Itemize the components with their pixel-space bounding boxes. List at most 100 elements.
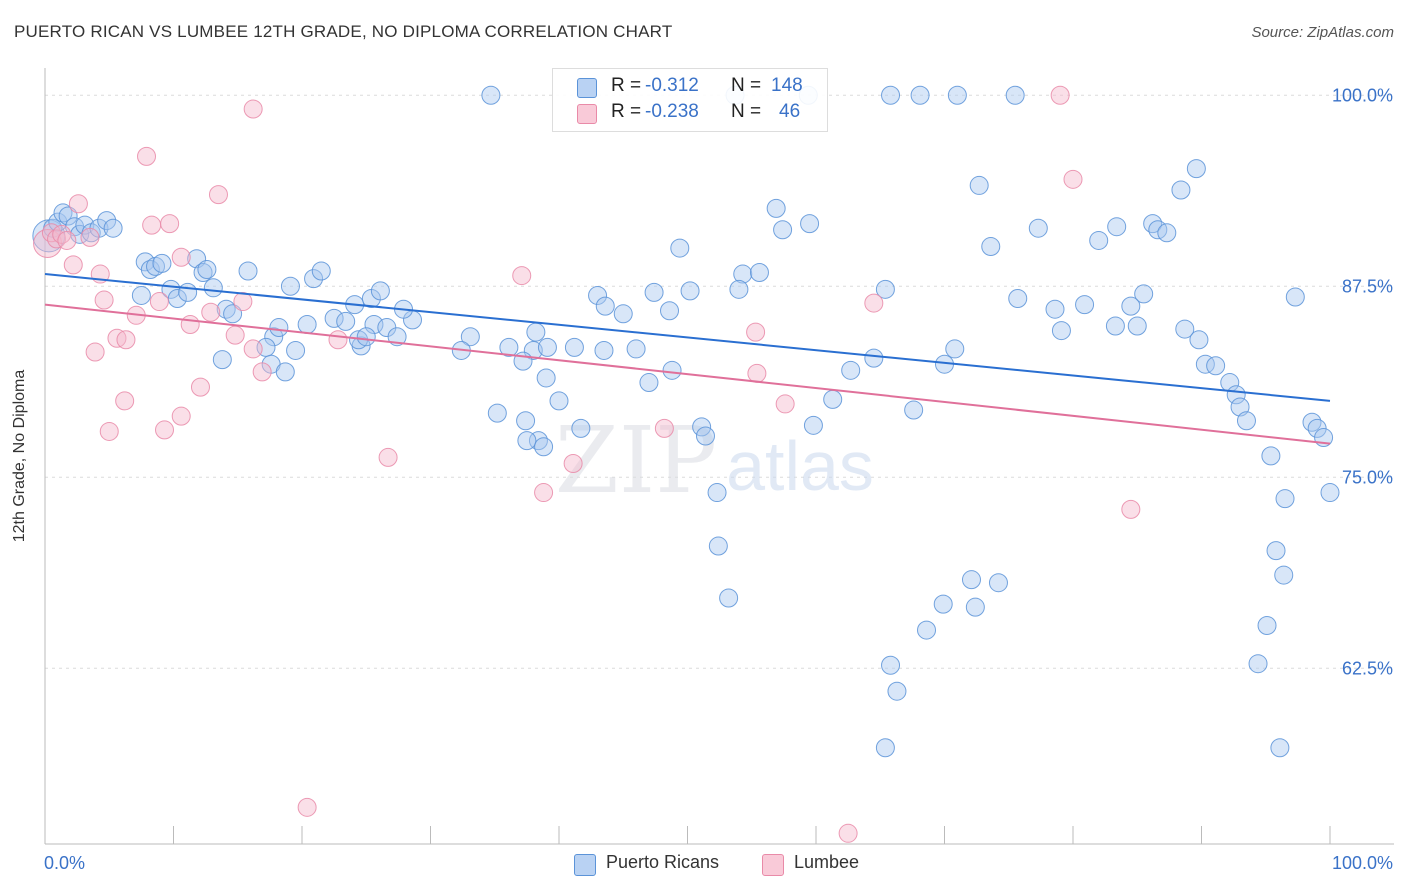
point-puerto-ricans-53: [523, 340, 543, 360]
point-puerto-ricans-86: [766, 198, 786, 218]
point-lumbee-7: [80, 227, 100, 247]
axes: [44, 68, 1394, 845]
point-puerto-ricans-85: [749, 263, 769, 283]
legend-swatch-puerto-ricans: [574, 854, 596, 876]
point-lumbee-32: [328, 330, 348, 350]
point-puerto-ricans-133: [1257, 615, 1277, 635]
point-puerto-ricans-112: [1089, 230, 1109, 250]
point-puerto-ricans-70: [644, 282, 664, 302]
point-puerto-ricans-90: [823, 389, 843, 409]
point-puerto-ricans-23: [203, 278, 223, 298]
point-puerto-ricans-4: [58, 206, 78, 226]
n-value: 148: [771, 75, 803, 96]
point-lumbee-41: [864, 293, 884, 313]
point-puerto-ricans-56: [526, 322, 546, 342]
legend-label-lumbee: Lumbee: [794, 852, 860, 872]
point-lumbee-23: [233, 292, 253, 312]
point-puerto-ricans-74: [639, 373, 659, 393]
r-value: -0.312: [645, 75, 699, 96]
point-lumbee-6: [68, 194, 88, 214]
point-puerto-ricans-97: [965, 597, 985, 617]
point-puerto-ricans-38: [324, 308, 344, 328]
point-puerto-ricans-47: [356, 327, 376, 347]
point-puerto-ricans-89: [841, 360, 861, 380]
point-puerto-ricans-116: [1157, 223, 1177, 243]
point-puerto-ricans-143: [481, 85, 501, 105]
point-puerto-ricans-36: [304, 269, 324, 289]
point-lumbee-25: [252, 362, 272, 382]
r-value: -0.238: [645, 101, 699, 122]
point-lumbee-33: [378, 447, 398, 467]
point-puerto-ricans-20: [161, 279, 181, 299]
point-puerto-ricans-135: [1270, 738, 1290, 758]
point-puerto-ricans-98: [988, 573, 1008, 593]
point-puerto-ricans-82: [534, 437, 554, 457]
point-puerto-ricans-84: [729, 279, 749, 299]
trend-lines: [44, 273, 1331, 445]
point-puerto-ricans-81: [517, 431, 537, 451]
point-puerto-ricans-87: [773, 220, 793, 240]
point-lumbee-44: [1050, 85, 1070, 105]
point-puerto-ricans-140: [1320, 483, 1340, 503]
trend-line-puerto-ricans: [44, 273, 1331, 402]
point-puerto-ricans-121: [1175, 319, 1195, 339]
y-tick-label-0: 62.5%: [1342, 658, 1393, 678]
point-puerto-ricans-132: [1274, 565, 1294, 585]
point-puerto-ricans-138: [1307, 418, 1327, 438]
point-lumbee-19: [190, 377, 210, 397]
point-puerto-ricans-108: [1008, 289, 1028, 309]
n-label: N =: [731, 75, 762, 96]
swatch-puerto-ricans: [577, 78, 597, 98]
point-puerto-ricans-119: [1105, 316, 1125, 336]
point-lumbee-39: [747, 363, 767, 383]
point-puerto-ricans-44: [364, 314, 384, 334]
series-puerto-ricans: [32, 85, 1340, 758]
point-lumbee-29: [171, 406, 191, 426]
point-puerto-ricans-15: [152, 253, 172, 273]
point-puerto-ricans-17: [193, 263, 213, 283]
point-lumbee-1: [41, 223, 61, 243]
y-tick-label-1: 75.0%: [1342, 467, 1393, 487]
swatch-lumbee: [577, 104, 597, 124]
tick-labels: 62.5% 75.0% 87.5% 100.0% 0.0% 100.0%: [44, 85, 1393, 873]
r-label: R =: [611, 101, 642, 122]
point-puerto-ricans-92: [875, 279, 895, 299]
point-puerto-ricans-66: [588, 285, 608, 305]
point-puerto-ricans-22: [178, 282, 198, 302]
n-value: 46: [779, 101, 801, 122]
point-puerto-ricans-71: [660, 301, 680, 321]
stats-legend: R = -0.312 N = 148 R = -0.238 N = 46: [552, 68, 828, 132]
point-lumbee-13: [137, 146, 157, 166]
n-label: N =: [731, 101, 762, 122]
point-puerto-ricans-33: [286, 340, 306, 360]
point-lumbee-15: [149, 292, 169, 312]
chart-title: PUERTO RICAN VS LUMBEE 12TH GRADE, NO DI…: [14, 22, 673, 41]
point-puerto-ricans-11: [103, 218, 123, 238]
point-puerto-ricans-100: [917, 620, 937, 640]
y-tick-label-2: 87.5%: [1342, 276, 1393, 296]
point-puerto-ricans-123: [1195, 354, 1215, 374]
point-puerto-ricans-10: [97, 211, 117, 231]
point-puerto-ricans-104: [945, 339, 965, 359]
point-puerto-ricans-107: [1028, 218, 1048, 238]
source-label: Source: ZipAtlas.com: [1251, 24, 1394, 41]
point-puerto-ricans-28: [264, 327, 284, 347]
point-lumbee-9: [94, 290, 114, 310]
point-puerto-ricans-75: [662, 360, 682, 380]
point-puerto-ricans-51: [460, 327, 480, 347]
point-lumbee-26: [99, 421, 119, 441]
point-puerto-ricans-65: [594, 340, 614, 360]
point-puerto-ricans-146: [881, 85, 901, 105]
point-puerto-ricans-32: [275, 362, 295, 382]
r-label: R =: [611, 75, 642, 96]
point-lumbee-3: [52, 224, 72, 244]
point-puerto-ricans-130: [1275, 489, 1295, 509]
point-puerto-ricans-113: [1107, 217, 1127, 237]
point-lumbee-45: [297, 797, 317, 817]
point-puerto-ricans-94: [904, 400, 924, 420]
point-puerto-ricans-64: [571, 418, 591, 438]
point-puerto-ricans-83: [733, 264, 753, 284]
point-puerto-ricans-101: [881, 655, 901, 675]
point-puerto-ricans-137: [1302, 412, 1322, 432]
